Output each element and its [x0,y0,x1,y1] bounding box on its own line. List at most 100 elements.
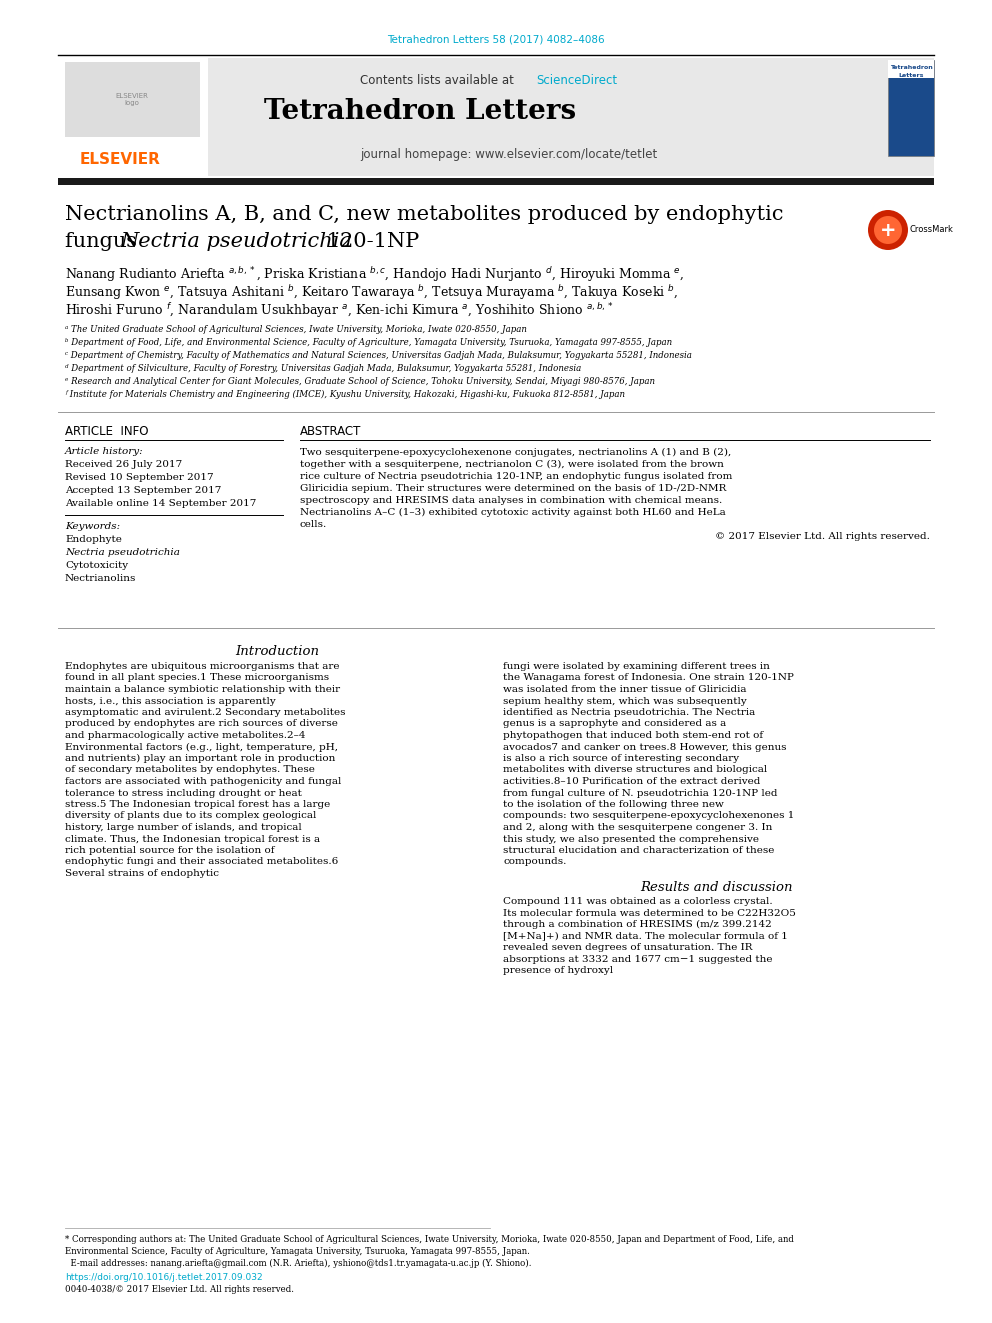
Text: this study, we also presented the comprehensive: this study, we also presented the compre… [503,835,759,844]
Text: Nanang Rudianto Ariefta $^{a,b,*}$, Priska Kristiana $^{b,c}$, Handojo Hadi Nurj: Nanang Rudianto Ariefta $^{a,b,*}$, Pris… [65,265,684,284]
Text: Its molecular formula was determined to be C22H32O5: Its molecular formula was determined to … [503,909,796,917]
Text: rich potential source for the isolation of: rich potential source for the isolation … [65,845,275,855]
Text: Nectria pseudotrichia: Nectria pseudotrichia [120,232,352,251]
Bar [58,58,208,176]
Text: Contents lists available at: Contents lists available at [360,74,518,87]
Text: Keywords:: Keywords: [65,523,120,531]
Text: Eunsang Kwon $^{e}$, Tatsuya Ashitani $^{b}$, Keitaro Tawaraya $^{b}$, Tetsuya M: Eunsang Kwon $^{e}$, Tatsuya Ashitani $^… [65,283,679,302]
Text: ᵃ The United Graduate School of Agricultural Sciences, Iwate University, Morioka: ᵃ The United Graduate School of Agricult… [65,325,527,333]
Text: Tetrahedron Letters 58 (2017) 4082–4086: Tetrahedron Letters 58 (2017) 4082–4086 [387,34,605,45]
Text: from fungal culture of N. pseudotrichia 120-1NP led: from fungal culture of N. pseudotrichia … [503,789,778,798]
Text: of secondary metabolites by endophytes. These: of secondary metabolites by endophytes. … [65,766,314,774]
Text: Tetrahedron Letters: Tetrahedron Letters [264,98,576,124]
Text: activities.8–10 Purification of the extract derived: activities.8–10 Purification of the extr… [503,777,761,786]
Text: Introduction: Introduction [235,646,319,658]
Text: diversity of plants due to its complex geological: diversity of plants due to its complex g… [65,811,316,820]
Text: presence of hydroxyl: presence of hydroxyl [503,966,613,975]
Text: Accepted 13 September 2017: Accepted 13 September 2017 [65,486,221,495]
Text: structural elucidation and characterization of these: structural elucidation and characterizat… [503,845,775,855]
Text: ScienceDirect: ScienceDirect [536,74,617,87]
Bar [58,58,934,176]
Text: compounds: two sesquiterpene-epoxycyclohexenones 1: compounds: two sesquiterpene-epoxycycloh… [503,811,795,820]
Text: © 2017 Elsevier Ltd. All rights reserved.: © 2017 Elsevier Ltd. All rights reserved… [715,532,930,541]
Text: Environmental Science, Faculty of Agriculture, Yamagata University, Tsuruoka, Ya: Environmental Science, Faculty of Agricu… [65,1248,530,1256]
Text: +: + [880,221,896,239]
Text: and pharmacologically active metabolites.2–4: and pharmacologically active metabolites… [65,732,306,740]
Bar [65,62,200,138]
Text: Letters: Letters [899,73,924,78]
Text: ARTICLE  INFO: ARTICLE INFO [65,425,149,438]
Text: asymptomatic and avirulent.2 Secondary metabolites: asymptomatic and avirulent.2 Secondary m… [65,708,345,717]
Text: Received 26 July 2017: Received 26 July 2017 [65,460,183,468]
Text: through a combination of HRESIMS (m/z 399.2142: through a combination of HRESIMS (m/z 39… [503,919,772,929]
Text: compounds.: compounds. [503,857,566,867]
Text: CrossMark: CrossMark [910,225,954,234]
Text: Nectria pseudotrichia: Nectria pseudotrichia [65,548,180,557]
Text: revealed seven degrees of unsaturation. The IR: revealed seven degrees of unsaturation. … [503,943,753,953]
Text: [M+Na]+) and NMR data. The molecular formula of 1: [M+Na]+) and NMR data. The molecular for… [503,931,788,941]
Text: Two sesquiterpene-epoxycyclohexenone conjugates, nectrianolins A (1) and B (2),: Two sesquiterpene-epoxycyclohexenone con… [300,448,731,458]
Text: to the isolation of the following three new: to the isolation of the following three … [503,800,724,808]
Text: phytopathogen that induced both stem-end rot of: phytopathogen that induced both stem-end… [503,732,763,740]
Text: and 2, along with the sesquiterpene congener 3. In: and 2, along with the sesquiterpene cong… [503,823,773,832]
Text: climate. Thus, the Indonesian tropical forest is a: climate. Thus, the Indonesian tropical f… [65,835,320,844]
Text: fungi were isolated by examining different trees in: fungi were isolated by examining differe… [503,662,770,671]
Text: ᶠ Institute for Materials Chemistry and Engineering (IMCE), Kyushu University, H: ᶠ Institute for Materials Chemistry and … [65,390,625,400]
Text: ELSEVIER
logo: ELSEVIER logo [115,94,149,106]
Text: https://doi.org/10.1016/j.tetlet.2017.09.032: https://doi.org/10.1016/j.tetlet.2017.09… [65,1273,263,1282]
Text: ᵇ Department of Food, Life, and Environmental Science, Faculty of Agriculture, Y: ᵇ Department of Food, Life, and Environm… [65,337,673,347]
Text: Hiroshi Furuno $^{f}$, Narandulam Usukhbayar $^{a}$, Ken-ichi Kimura $^{a}$, Yos: Hiroshi Furuno $^{f}$, Narandulam Usukhb… [65,302,614,320]
Text: ᶜ Department of Chemistry, Faculty of Mathematics and Natural Sciences, Universi: ᶜ Department of Chemistry, Faculty of Ma… [65,351,691,360]
Text: hosts, i.e., this association is apparently: hosts, i.e., this association is apparen… [65,696,276,705]
Text: E-mail addresses: nanang.ariefta@gmail.com (N.R. Ariefta), yshiono@tds1.tr.yamag: E-mail addresses: nanang.ariefta@gmail.c… [65,1259,532,1269]
Text: endophytic fungi and their associated metabolites.6: endophytic fungi and their associated me… [65,857,338,867]
Text: sepium healthy stem, which was subsequently: sepium healthy stem, which was subsequen… [503,696,747,705]
Text: fungus: fungus [65,232,144,251]
Text: journal homepage: www.elsevier.com/locate/tetlet: journal homepage: www.elsevier.com/locat… [360,148,658,161]
Text: ELSEVIER: ELSEVIER [80,152,161,167]
Text: Endophyte: Endophyte [65,534,122,544]
Text: produced by endophytes are rich sources of diverse: produced by endophytes are rich sources … [65,720,338,729]
Text: maintain a balance symbiotic relationship with their: maintain a balance symbiotic relationshi… [65,685,340,695]
Text: Several strains of endophytic: Several strains of endophytic [65,869,219,878]
Text: Nectrianolins A, B, and C, new metabolites produced by endophytic: Nectrianolins A, B, and C, new metabolit… [65,205,784,224]
Text: Available online 14 September 2017: Available online 14 September 2017 [65,499,256,508]
Text: Gliricidia sepium. Their structures were determined on the basis of 1D-/2D-NMR: Gliricidia sepium. Their structures were… [300,484,726,493]
Circle shape [874,216,902,243]
Text: Endophytes are ubiquitous microorganisms that are: Endophytes are ubiquitous microorganisms… [65,662,339,671]
Text: stress.5 The Indonesian tropical forest has a large: stress.5 The Indonesian tropical forest … [65,800,330,808]
Text: spectroscopy and HRESIMS data analyses in combination with chemical means.: spectroscopy and HRESIMS data analyses i… [300,496,722,505]
Text: the Wanagama forest of Indonesia. One strain 120-1NP: the Wanagama forest of Indonesia. One st… [503,673,794,683]
Text: absorptions at 3332 and 1677 cm−1 suggested the: absorptions at 3332 and 1677 cm−1 sugges… [503,954,773,963]
Bar [888,60,934,78]
Text: metabolites with diverse structures and biological: metabolites with diverse structures and … [503,766,767,774]
Text: Tetrahedron: Tetrahedron [890,65,932,70]
Text: found in all plant species.1 These microorganisms: found in all plant species.1 These micro… [65,673,329,683]
Text: genus is a saprophyte and considered as a: genus is a saprophyte and considered as … [503,720,726,729]
Text: Nectrianolins: Nectrianolins [65,574,136,583]
Text: ᵉ Research and Analytical Center for Giant Molecules, Graduate School of Science: ᵉ Research and Analytical Center for Gia… [65,377,655,386]
Text: identified as Nectria pseudotrichia. The Nectria: identified as Nectria pseudotrichia. The… [503,708,755,717]
Text: is also a rich source of interesting secondary: is also a rich source of interesting sec… [503,754,739,763]
Text: Results and discussion: Results and discussion [640,881,793,894]
Text: history, large number of islands, and tropical: history, large number of islands, and tr… [65,823,302,832]
Circle shape [868,210,908,250]
Bar [888,60,934,156]
Text: Article history:: Article history: [65,447,144,456]
Text: and nutrients) play an important role in production: and nutrients) play an important role in… [65,754,335,763]
Bar [58,179,934,185]
Text: ABSTRACT: ABSTRACT [300,425,361,438]
Text: Compound 111 was obtained as a colorless crystal.: Compound 111 was obtained as a colorless… [503,897,773,906]
Text: cells.: cells. [300,520,327,529]
Text: Revised 10 September 2017: Revised 10 September 2017 [65,474,213,482]
Text: 0040-4038/© 2017 Elsevier Ltd. All rights reserved.: 0040-4038/© 2017 Elsevier Ltd. All right… [65,1285,294,1294]
Text: avocados7 and canker on trees.8 However, this genus: avocados7 and canker on trees.8 However,… [503,742,787,751]
Text: Cytotoxicity: Cytotoxicity [65,561,128,570]
Text: 120-1NP: 120-1NP [320,232,420,251]
Text: tolerance to stress including drought or heat: tolerance to stress including drought or… [65,789,302,798]
Text: was isolated from the inner tissue of Gliricidia: was isolated from the inner tissue of Gl… [503,685,747,695]
Text: Nectrianolins A–C (1–3) exhibited cytotoxic activity against both HL60 and HeLa: Nectrianolins A–C (1–3) exhibited cytoto… [300,508,726,517]
Text: together with a sesquiterpene, nectrianolon C (3), were isolated from the brown: together with a sesquiterpene, nectriano… [300,460,724,470]
Text: ᵈ Department of Silviculture, Faculty of Forestry, Universitas Gadjah Mada, Bula: ᵈ Department of Silviculture, Faculty of… [65,364,581,373]
Text: * Corresponding authors at: The United Graduate School of Agricultural Sciences,: * Corresponding authors at: The United G… [65,1234,794,1244]
